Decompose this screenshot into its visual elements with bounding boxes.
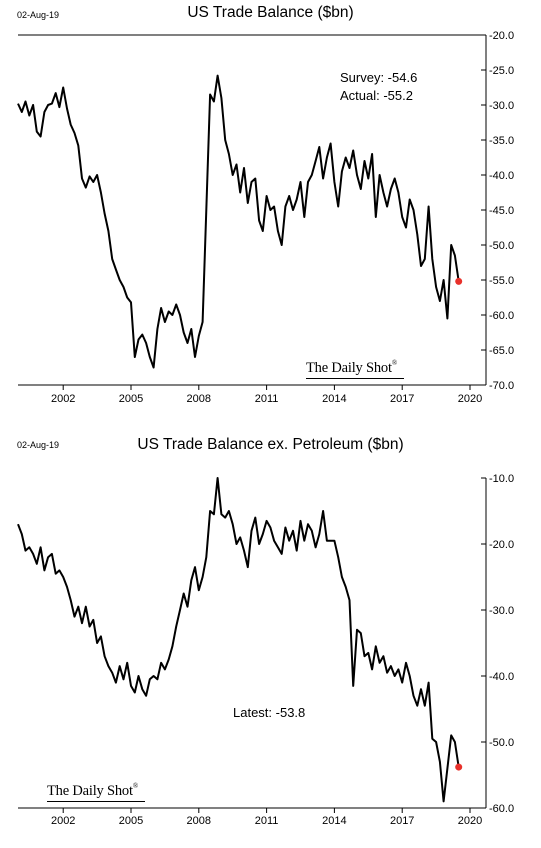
y-tick-label: -20.0 [489, 30, 514, 42]
chart-date: 02-Aug-19 [17, 440, 60, 450]
x-tick-label: 2002 [51, 815, 75, 827]
x-tick-label: 2008 [187, 393, 211, 405]
y-tick-label: -50.0 [489, 240, 514, 252]
chart-plot-area: -20.0 -25.0 -30.0 -35.0 -40.0 -45.0 -50.0 -55.0… [17, 30, 514, 405]
x-tick-label: 2002 [51, 393, 75, 405]
y-tick-label: -30.0 [489, 100, 514, 112]
chart-title: US Trade Balance ex. Petroleum ($bn) [137, 436, 404, 453]
x-tick-label: 2008 [187, 815, 211, 827]
y-tick-label: -60.0 [489, 803, 514, 815]
chart-trade-balance-ex-petroleum: 02-Aug-19 US Trade Balance ex. Petroleum… [0, 424, 541, 848]
y-tick-label: -35.0 [489, 135, 514, 147]
annotation-survey: Survey: -54.6 [340, 70, 418, 85]
brand-logo: The Daily Shot® [306, 359, 397, 376]
annotation-actual: Actual: -55.2 [340, 88, 413, 103]
x-tick-label: 2017 [390, 815, 414, 827]
y-tick-label: -30.0 [489, 605, 514, 617]
y-tick-label: -45.0 [489, 205, 514, 217]
x-tick-label: 2020 [458, 393, 482, 405]
y-tick-label: -25.0 [489, 65, 514, 77]
latest-point [455, 277, 463, 285]
chart-title: US Trade Balance ($bn) [187, 4, 354, 21]
y-tick-label: -60.0 [489, 310, 514, 322]
x-tick-label: 2020 [458, 815, 482, 827]
series-line [17, 477, 460, 803]
annotation-latest: Latest: -53.8 [233, 705, 306, 720]
y-tick-label: -20.0 [489, 539, 514, 551]
y-tick-label: -70.0 [489, 380, 514, 392]
x-tick-label: 2005 [119, 393, 143, 405]
brand-underline [47, 801, 145, 802]
brand-logo: The Daily Shot® [47, 782, 138, 799]
y-tick-label: -10.0 [489, 473, 514, 485]
x-tick-label: 2011 [255, 815, 279, 827]
chart-date: 02-Aug-19 [17, 10, 60, 20]
y-tick-label: -50.0 [489, 737, 514, 749]
latest-point [455, 763, 463, 771]
x-tick-label: 2017 [390, 393, 414, 405]
x-tick-label: 2014 [322, 393, 346, 405]
y-tick-label: -40.0 [489, 170, 514, 182]
x-tick-label: 2014 [322, 815, 346, 827]
x-tick-label: 2005 [119, 815, 143, 827]
y-tick-label: -40.0 [489, 671, 514, 683]
series-line [17, 74, 460, 369]
brand-underline [306, 378, 404, 379]
chart-trade-balance: 02-Aug-19 US Trade Balance ($bn) -20.0 -2… [17, 4, 514, 405]
x-tick-label: 2011 [255, 393, 279, 405]
y-tick-label: -55.0 [489, 275, 514, 287]
y-tick-label: -65.0 [489, 345, 514, 357]
chart-plot-area: -10.0 -20.0 -30.0 -40.0 -50.0 -60.0 2002 2005 20… [17, 473, 514, 827]
